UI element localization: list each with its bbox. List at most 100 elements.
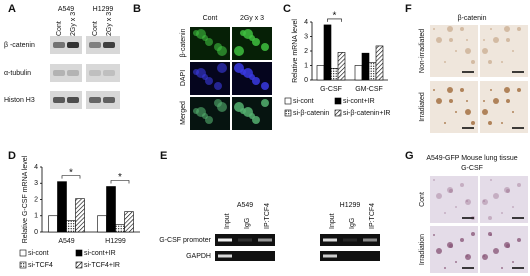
cell-blob	[234, 46, 244, 56]
legend-label: si-β-catenin+IR	[343, 110, 390, 117]
tissue-spot	[465, 109, 471, 115]
tissue-spot	[466, 255, 468, 257]
tissue-spot	[460, 183, 464, 187]
tissue-spot	[483, 200, 485, 202]
tissue-spot	[433, 234, 435, 236]
gel-band	[218, 254, 232, 258]
tissue-spot	[517, 27, 521, 31]
tissue-spot	[482, 254, 488, 260]
tissue-spot	[447, 187, 453, 193]
legend-label: si-TCF4+IR	[84, 262, 120, 269]
tissue-spot	[490, 28, 492, 30]
tissue-spot	[460, 238, 464, 242]
gel-image	[215, 234, 275, 246]
y-tick-label: 2	[304, 48, 308, 55]
bar	[106, 186, 116, 233]
tissue-spot	[455, 206, 457, 208]
lane-label: IgG	[244, 218, 251, 229]
x-tick-label: H1299	[105, 238, 126, 245]
panel-label: F	[405, 3, 412, 15]
tissue-spot	[517, 238, 521, 242]
tissue-spot	[447, 242, 453, 248]
row-label: G-CSF promoter	[159, 237, 211, 244]
tissue-spot	[501, 212, 503, 214]
tissue-spot	[436, 98, 442, 104]
lane-label: IgG	[349, 218, 356, 229]
lane-label: Input	[329, 213, 336, 229]
bar	[361, 52, 370, 81]
tissue-spot	[488, 216, 492, 220]
tissue-spot	[449, 38, 453, 42]
significance-mark: *	[69, 167, 73, 178]
condition-label: 2Gy x 3	[70, 12, 77, 36]
column-label: 2Gy x 3	[240, 15, 264, 22]
row-label: α-tubulin	[4, 70, 31, 77]
tissue-spot	[436, 193, 442, 199]
tissue-spot	[460, 27, 464, 31]
tissue-spot	[501, 61, 503, 63]
legend-swatch	[19, 249, 27, 257]
cell-blob	[243, 107, 253, 117]
y-tick-label: 0	[304, 77, 308, 84]
tissue-spot	[436, 248, 442, 254]
gel-band	[323, 238, 337, 242]
tissue-spot	[482, 109, 488, 115]
cell-blob	[234, 63, 244, 73]
panel-label: A	[8, 3, 16, 15]
blot-band	[67, 42, 79, 48]
tissue-spot	[512, 206, 514, 208]
tissue-spot	[447, 26, 453, 32]
tissue-spot	[471, 121, 475, 125]
row-label: DAPI	[180, 70, 187, 86]
blot-band	[103, 70, 115, 76]
tissue-spot	[466, 100, 468, 102]
tissue-spot	[504, 242, 510, 248]
cell-blob	[243, 68, 253, 78]
tissue-spot	[490, 179, 492, 181]
bar	[75, 198, 85, 233]
legend-swatch	[334, 97, 342, 105]
cell-blob	[196, 29, 206, 39]
blot-band	[103, 42, 115, 48]
tissue-image	[430, 176, 478, 223]
tissue-spot	[447, 87, 453, 93]
blot-band	[89, 70, 101, 76]
gel-image	[320, 234, 380, 246]
significance-mark: *	[333, 11, 337, 22]
panel-label: C	[283, 3, 291, 15]
condition-label: Cont	[56, 21, 63, 36]
legend-label: si-cont+IR	[84, 250, 116, 257]
cell-blob	[214, 82, 222, 90]
row-label: Irradiated	[419, 92, 426, 122]
tissue-spot	[465, 254, 471, 260]
cell-line-label: A549	[237, 202, 253, 209]
gel-band	[238, 238, 252, 242]
tissue-spot	[493, 248, 499, 254]
y-axis-title: Relative mRNA level	[292, 19, 299, 83]
panel-label: E	[160, 150, 167, 162]
cell-blob	[234, 102, 244, 112]
tissue-spot	[506, 38, 510, 42]
tissue-spot	[444, 212, 446, 214]
cell-line-label: A549	[58, 6, 74, 13]
tissue-spot	[482, 199, 488, 205]
significance-bracket	[110, 180, 130, 184]
legend-swatch	[284, 109, 292, 117]
row-label: Merged	[180, 101, 187, 125]
x-tick-label: G-CSF	[320, 86, 342, 93]
blot-band	[103, 97, 115, 103]
tissue-spot	[504, 26, 510, 32]
panel-title: β-catenin	[458, 15, 487, 22]
gel-band	[218, 238, 232, 242]
tissue-spot	[501, 267, 503, 269]
gel-band	[258, 238, 272, 242]
row-label: Cont	[419, 192, 426, 207]
tissue-spot	[455, 50, 457, 52]
tissue-spot	[466, 39, 468, 41]
condition-label: 2Gy x 3	[106, 12, 113, 36]
cell-blob	[243, 29, 253, 39]
tissue-spot	[488, 60, 492, 64]
row-label: Non-irradiated	[419, 29, 426, 73]
tissue-image	[430, 81, 478, 133]
bar	[115, 224, 125, 233]
